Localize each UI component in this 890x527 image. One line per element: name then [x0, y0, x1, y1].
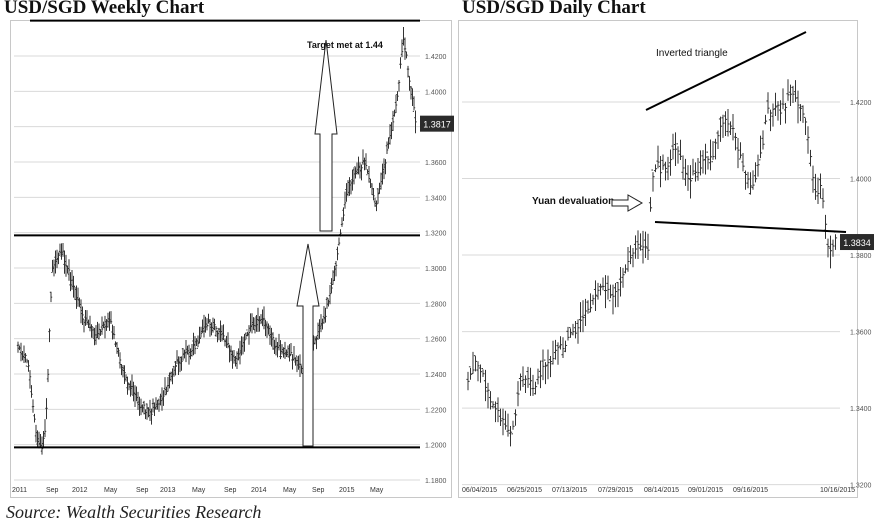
- x-tick-label: 2011: [12, 487, 27, 494]
- y-tick-label: 1.2000: [425, 443, 447, 450]
- x-tick-label: 06/25/2015: [507, 487, 542, 494]
- y-tick-label: 1.2600: [425, 337, 447, 344]
- weekly-chart-frame: [10, 20, 452, 498]
- x-tick-label: Sep: [224, 487, 237, 494]
- x-tick-label: 2013: [160, 487, 176, 494]
- target-annotation: Target met at 1.44: [307, 40, 383, 50]
- daily-chart-frame: [458, 20, 858, 498]
- y-tick-label: 1.2800: [425, 301, 447, 308]
- weekly-chart: 1.42001.40001.38001.36001.34001.32001.30…: [12, 19, 454, 494]
- y-tick-label: 1.3800: [850, 253, 872, 260]
- price-tag-label: 1.3834: [843, 238, 871, 248]
- x-tick-label: Sep: [312, 487, 325, 494]
- y-tick-label: 1.3400: [425, 195, 447, 202]
- y-tick-label: 1.4000: [425, 89, 447, 96]
- y-tick-label: 1.3000: [425, 266, 447, 273]
- price-tag-box: [840, 234, 874, 251]
- y-tick-label: 1.3600: [425, 160, 447, 167]
- price-tag-box: [420, 115, 454, 132]
- inverted-triangle-annotation: Inverted triangle: [656, 48, 728, 59]
- breakout-arrow: [296, 243, 320, 447]
- price-tag-label: 1.3817: [423, 120, 451, 130]
- x-tick-label: 07/29/2015: [598, 487, 633, 494]
- y-tick-label: 1.3200: [425, 231, 447, 238]
- yuan-devaluation-annotation: Yuan devaluation: [532, 196, 614, 207]
- devaluation-arrow: [611, 194, 644, 212]
- x-tick-label: 09/01/2015: [688, 487, 723, 494]
- x-tick-label: 10/16/2015: [820, 487, 855, 494]
- y-tick-label: 1.4200: [850, 100, 872, 107]
- y-tick-label: 1.1800: [425, 478, 447, 485]
- x-tick-label: 2014: [251, 487, 267, 494]
- y-tick-label: 1.4200: [425, 54, 447, 61]
- x-tick-label: 07/13/2015: [552, 487, 587, 494]
- source-note: Source: Wealth Securities Research: [6, 502, 262, 522]
- x-tick-label: 2012: [72, 487, 88, 494]
- y-tick-label: 1.2400: [425, 372, 447, 379]
- y-tick-label: 1.4000: [850, 177, 872, 184]
- daily-chart: 1.4200 1.4000 1.3800 1.3600 1.3400 1.3200 Inve…: [462, 31, 874, 494]
- x-tick-label: Sep: [46, 487, 59, 494]
- x-tick-label: 06/04/2015: [462, 487, 497, 494]
- x-tick-label: 09/16/2015: [733, 487, 768, 494]
- x-tick-label: Sep: [136, 487, 149, 494]
- weekly-chart-title: USD/SGD Weekly Chart: [4, 0, 205, 18]
- y-tick-label: 1.3400: [850, 406, 872, 413]
- x-tick-label: May: [370, 487, 384, 494]
- x-tick-label: May: [104, 487, 118, 494]
- triangle-top-line: [645, 31, 807, 111]
- y-tick-label: 1.3600: [850, 330, 872, 337]
- y-tick-label: 1.2200: [425, 407, 447, 414]
- y-tick-label: 1.3200: [850, 483, 872, 490]
- x-tick-label: 08/14/2015: [644, 487, 679, 494]
- triangle-bottom-line: [654, 221, 847, 233]
- x-tick-label: May: [283, 487, 297, 494]
- x-tick-label: May: [192, 487, 206, 494]
- target-arrow: [314, 39, 338, 232]
- x-tick-label: 2015: [339, 487, 355, 494]
- daily-chart-title: USD/SGD Daily Chart: [462, 0, 646, 18]
